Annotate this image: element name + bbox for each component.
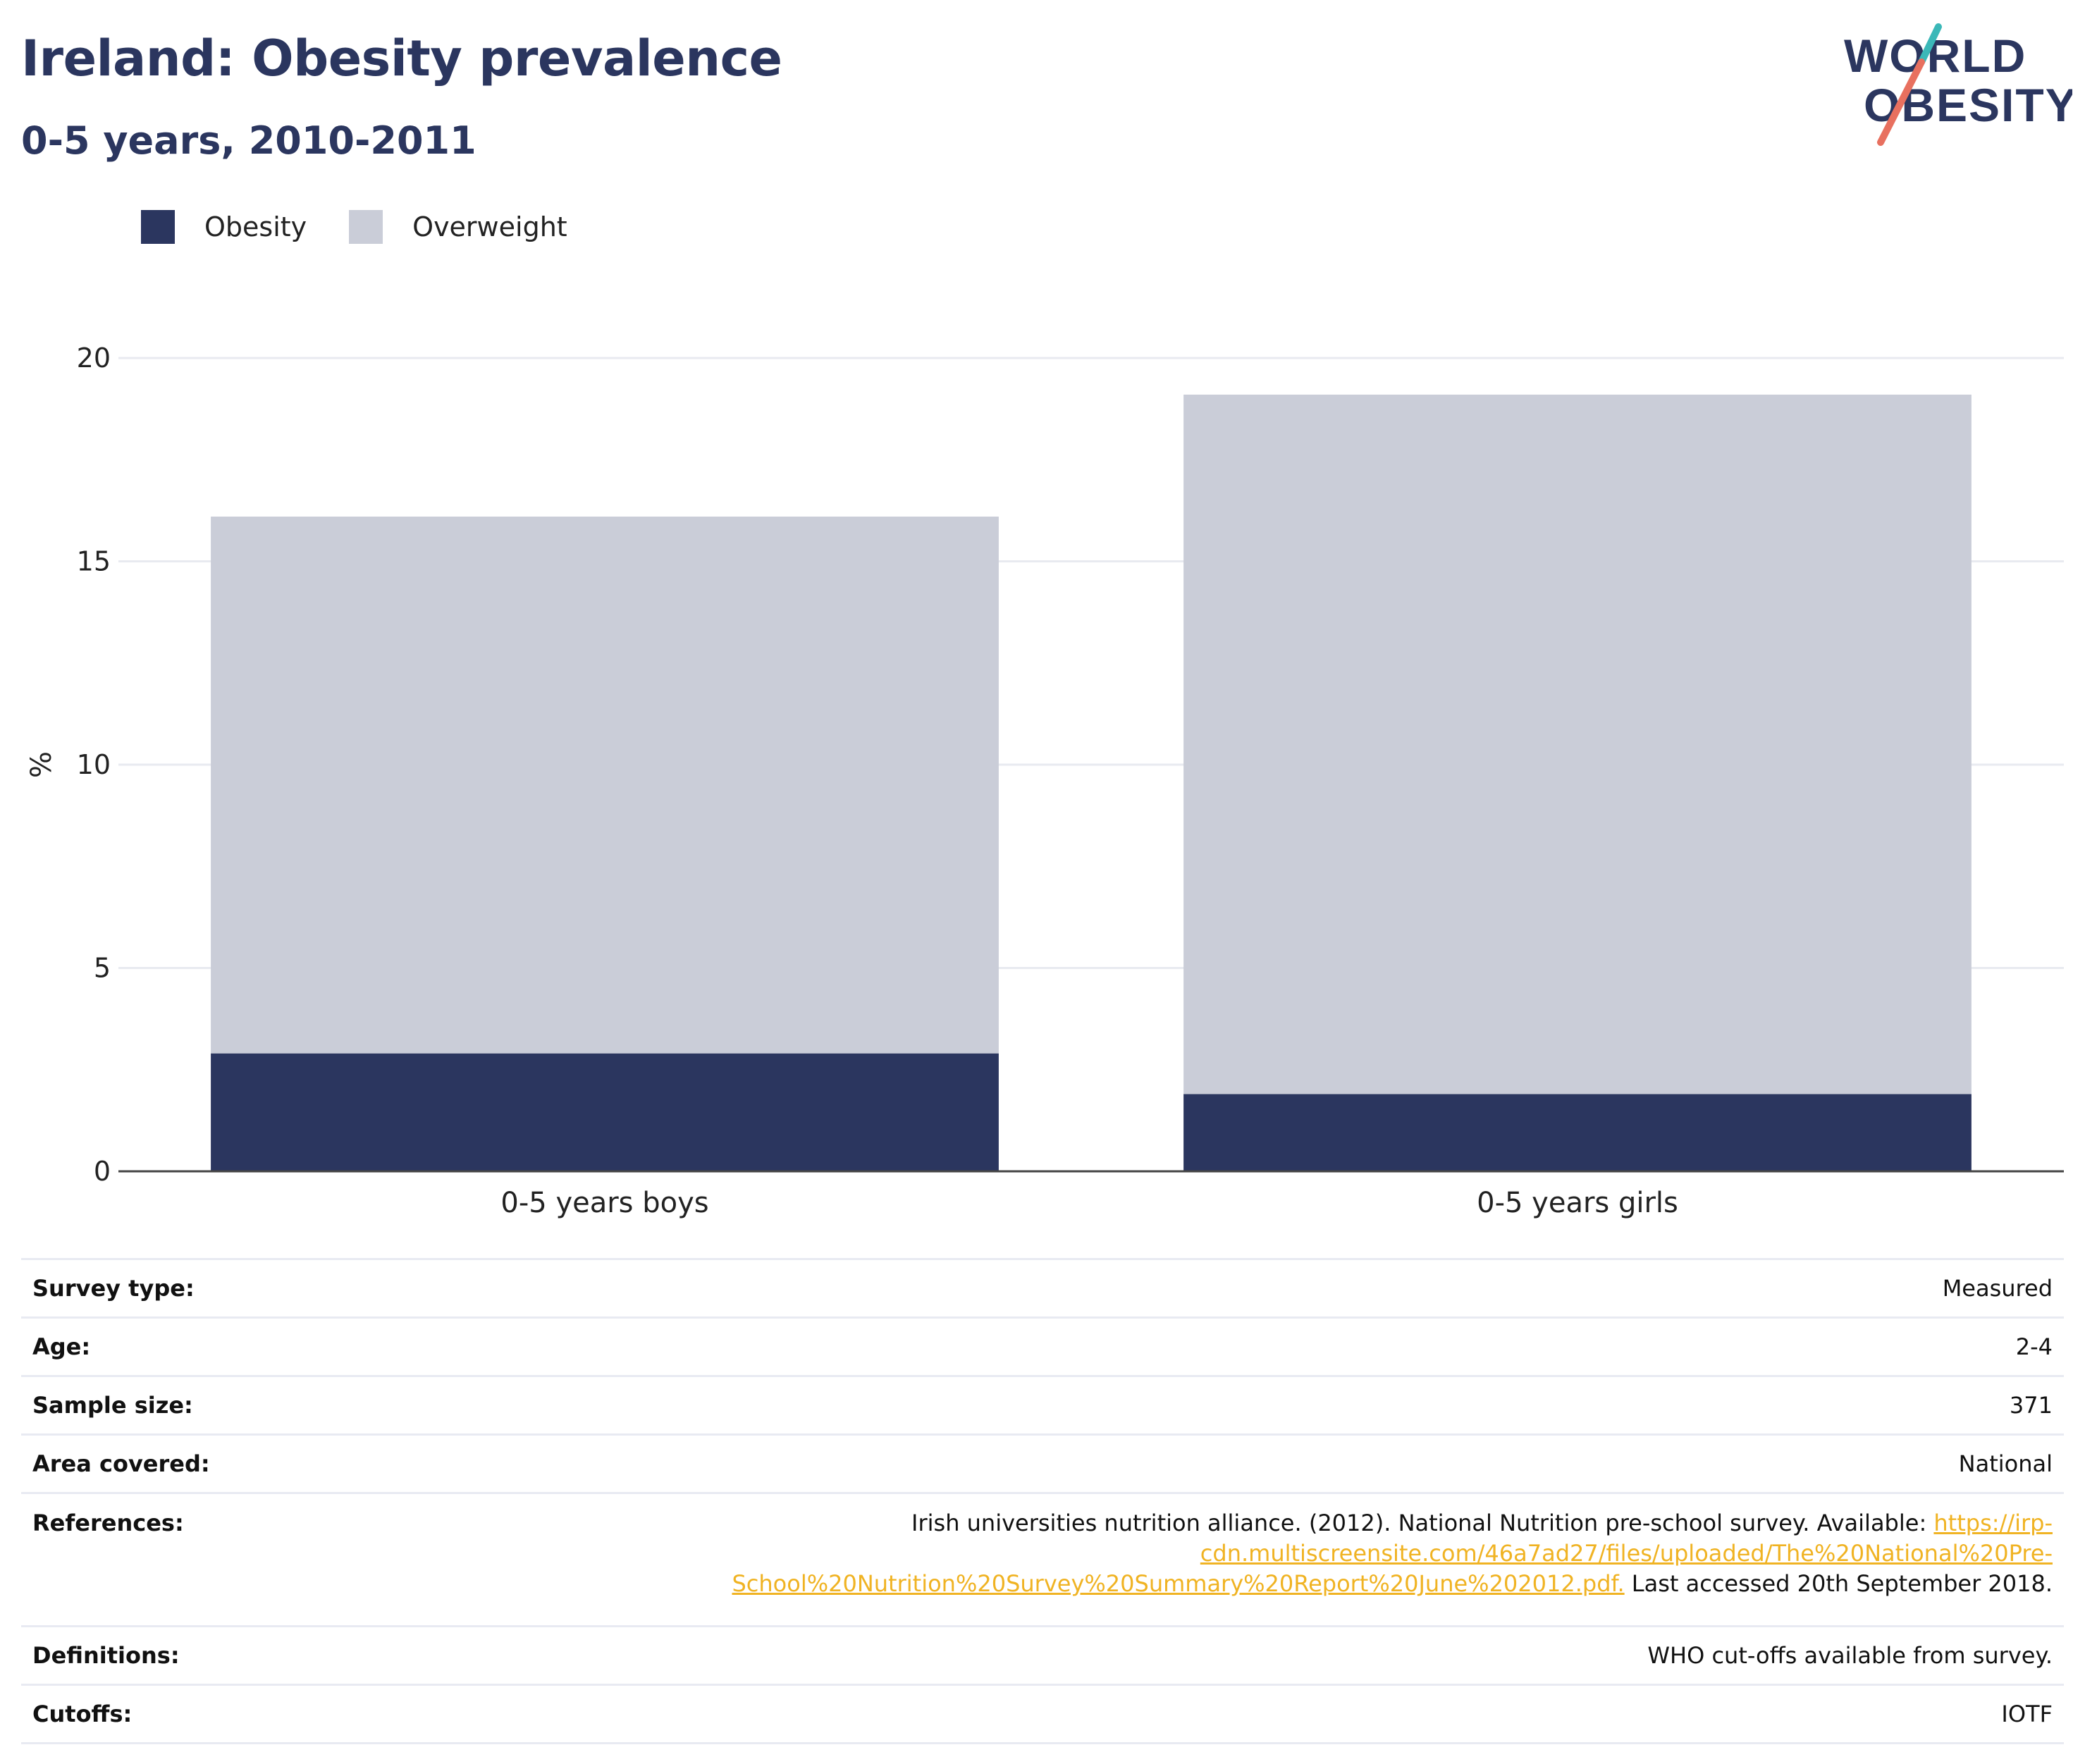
table-row: Age: 2-4 — [21, 1316, 2064, 1376]
y-axis-label: % — [25, 751, 58, 778]
references-link-line1: https://irp- — [1933, 1510, 2053, 1536]
legend-swatch-overweight — [349, 210, 383, 244]
y-tick-label: 5 — [94, 953, 111, 984]
x-tick-label: 0-5 years boys — [500, 1187, 708, 1219]
logo-slash-coral — [1877, 58, 1925, 146]
definitions-label: Definitions: — [21, 1625, 396, 1685]
logo-word-obesity: OBESITY — [1864, 79, 2072, 131]
survey-type-label: Survey type: — [21, 1258, 396, 1318]
references-value: Irish universities nutrition alliance. (… — [396, 1492, 2064, 1627]
references-text-prefix: Irish universities nutrition alliance. (… — [911, 1510, 1934, 1536]
x-tick-label: 0-5 years girls — [1477, 1187, 1678, 1219]
table-row: Sample size: 371 — [21, 1375, 2064, 1435]
bar-chart: 0 5 10 15 20% 0-5 years boys 0-5 years girls — [25, 343, 2064, 1219]
legend-label-overweight: Overweight — [412, 211, 567, 242]
y-tick-label: 10 — [77, 749, 111, 780]
survey-type-value: Measured — [396, 1258, 2064, 1318]
survey-metadata-table: Survey type: Measured Age: 2-4 Sample si… — [21, 1258, 2064, 1744]
legend-item-obesity[interactable]: Obesity — [141, 210, 307, 244]
table-row: Cutoffs: IOTF — [21, 1684, 2064, 1744]
bar-overweight-2 — [1183, 394, 1972, 1094]
bar-overweight-1 — [211, 517, 999, 1054]
area-covered-value: National — [396, 1433, 2064, 1493]
logo-slash-teal — [1918, 23, 1942, 66]
chart-subtitle: 0-5 years, 2010-2011 — [21, 118, 476, 163]
table-row: Survey type: Measured — [21, 1258, 2064, 1318]
definitions-value: WHO cut-offs available from survey. — [396, 1625, 2064, 1685]
references-link-line3: School%20Nutrition%20Survey%20Summary%20… — [732, 1570, 1625, 1597]
bar-obesity-2 — [1183, 1094, 1972, 1171]
cutoffs-value: IOTF — [396, 1684, 2064, 1744]
chart-title: Ireland: Obesity prevalence — [21, 30, 782, 87]
age-label: Age: — [21, 1316, 396, 1376]
table-row: References: Irish universities nutrition… — [21, 1492, 2064, 1627]
sample-size-value: 371 — [396, 1375, 2064, 1435]
legend-label-obesity: Obesity — [204, 211, 307, 242]
world-obesity-logo: WORLD OBESITY — [1844, 23, 2072, 146]
table-row: Definitions: WHO cut-offs available from… — [21, 1625, 2064, 1685]
references-link-line2: cdn.multiscreensite.com/46a7ad27/files/u… — [1200, 1540, 2053, 1567]
area-covered-label: Area covered: — [21, 1433, 396, 1493]
references-text-suffix: Last accessed 20th September 2018. — [1624, 1570, 2053, 1597]
sample-size-label: Sample size: — [21, 1375, 396, 1435]
chart-legend: Obesity Overweight — [141, 210, 610, 244]
age-value: 2-4 — [396, 1316, 2064, 1376]
bar-obesity-1 — [211, 1053, 999, 1171]
references-label: References: — [21, 1492, 396, 1627]
references-link[interactable]: https://irp-cdn.multiscreensite.com/46a7… — [732, 1510, 2053, 1597]
legend-item-overweight[interactable]: Overweight — [349, 210, 567, 244]
legend-swatch-obesity — [141, 210, 175, 244]
cutoffs-label: Cutoffs: — [21, 1684, 396, 1744]
y-tick-label: 20 — [77, 343, 111, 374]
table-row: Area covered: National — [21, 1433, 2064, 1493]
y-tick-label: 0 — [94, 1156, 111, 1187]
y-tick-label: 15 — [77, 546, 111, 577]
